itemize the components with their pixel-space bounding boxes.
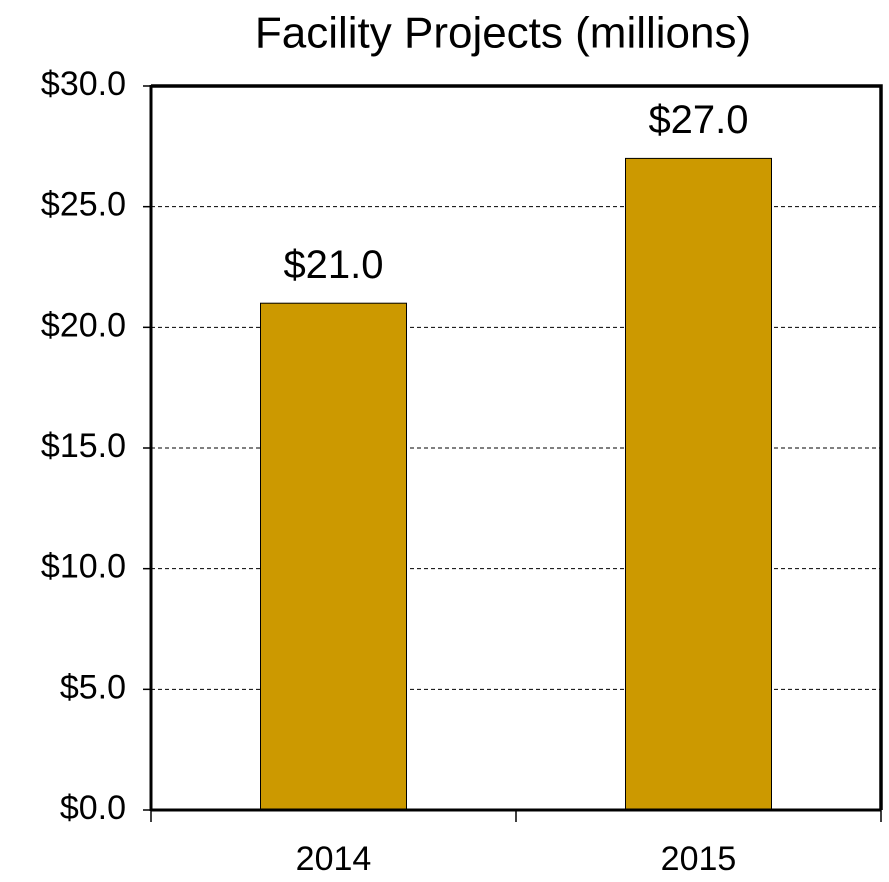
y-tick-label: $10.0 <box>41 548 126 586</box>
y-tick-label: $15.0 <box>41 427 126 465</box>
x-tick-label: 2014 <box>296 840 372 878</box>
y-tick-label: $30.0 <box>41 65 126 103</box>
y-tick-label: $5.0 <box>60 668 126 706</box>
bar <box>625 157 772 811</box>
chart-title: Facility Projects (millions) <box>255 9 751 58</box>
bar <box>260 302 407 811</box>
y-tick-label: $25.0 <box>41 186 126 224</box>
value-label: $27.0 <box>648 98 748 142</box>
y-tick-label: $20.0 <box>41 306 126 344</box>
plot-frame <box>151 84 883 810</box>
y-tick-label: $0.0 <box>60 789 126 827</box>
x-tick-label: 2015 <box>661 840 737 878</box>
value-label: $21.0 <box>283 243 383 287</box>
